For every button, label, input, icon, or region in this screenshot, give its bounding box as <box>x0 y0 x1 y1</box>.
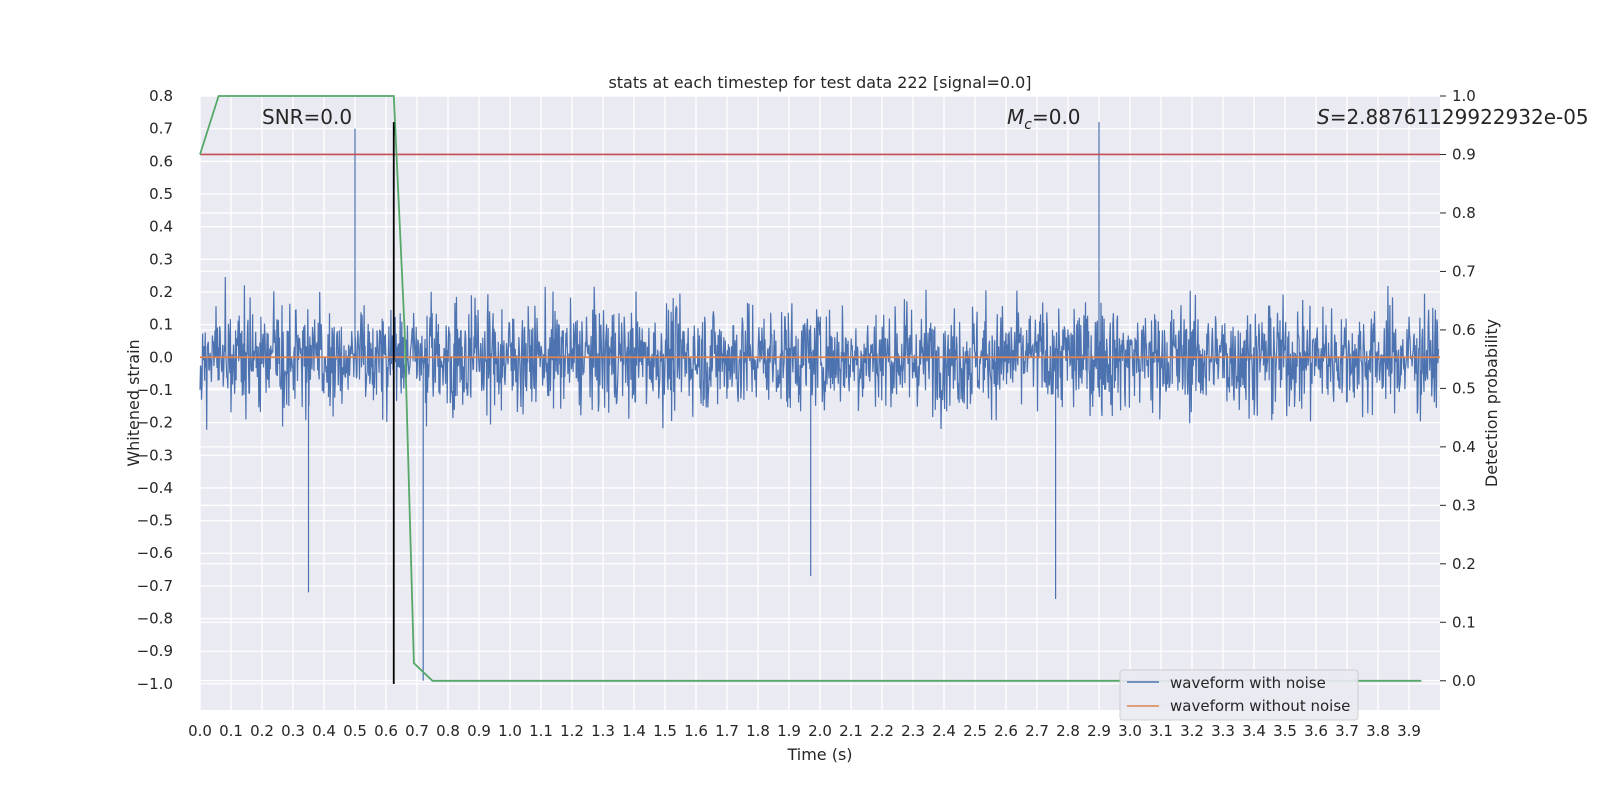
x-tick-label: 2.5 <box>963 722 987 740</box>
y-tick-label: −0.1 <box>137 381 173 399</box>
y-tick-label: 0.7 <box>149 120 173 138</box>
y2-tick-label: 0.6 <box>1452 321 1476 339</box>
y2-tick-label: 0.1 <box>1452 613 1476 631</box>
x-tick-label: 1.7 <box>715 722 739 740</box>
legend-label-clean: waveform without noise <box>1170 697 1350 715</box>
x-tick-label: 0.7 <box>405 722 429 740</box>
y2-tick-label: 0.2 <box>1452 555 1476 573</box>
legend-label-noise: waveform with noise <box>1170 674 1326 692</box>
y-tick-label: −0.8 <box>137 610 173 628</box>
x-tick-label: 3.7 <box>1335 722 1359 740</box>
x-tick-labels: 0.0 0.1 0.2 0.3 0.4 0.5 0.6 0.7 0.8 0.9 1.0 1.1 1.2 1… <box>188 722 1421 740</box>
x-tick-label: 0.0 <box>188 722 212 740</box>
y-tick-label: 0.6 <box>149 152 173 170</box>
x-tick-label: 3.2 <box>1180 722 1204 740</box>
chirp-mass-annotation: Mc=0.0 <box>1007 105 1081 133</box>
y2-tick-label: 0.8 <box>1452 204 1476 222</box>
legend: waveform with noise waveform without noi… <box>1119 669 1359 721</box>
y2-tick-labels: 1.0 0.9 0.8 0.7 0.6 0.5 0.4 0.3 0.2 0.1 0.0 <box>1452 87 1476 690</box>
x-axis-label: Time (s) <box>786 745 852 764</box>
y-tick-label: 0.5 <box>149 185 173 203</box>
y2-tick-label: 0.5 <box>1452 379 1476 397</box>
x-tick-label: 3.0 <box>1118 722 1142 740</box>
x-tick-label: 0.9 <box>467 722 491 740</box>
x-tick-label: 0.5 <box>343 722 367 740</box>
x-tick-label: 0.3 <box>281 722 305 740</box>
y-tick-label: 0.0 <box>149 348 173 366</box>
y-tick-label: 0.3 <box>149 250 173 268</box>
x-tick-label: 1.8 <box>746 722 770 740</box>
x-tick-label: 1.9 <box>777 722 801 740</box>
y2-axis-label: Detection probability <box>1482 319 1501 487</box>
x-tick-label: 3.8 <box>1366 722 1390 740</box>
x-tick-label: 2.6 <box>994 722 1018 740</box>
x-tick-label: 0.2 <box>250 722 274 740</box>
x-tick-label: 1.4 <box>622 722 646 740</box>
y-tick-label: −0.2 <box>137 414 173 432</box>
chart-title: stats at each timestep for test data 222… <box>608 73 1031 92</box>
y-tick-label: −1.0 <box>137 675 173 693</box>
x-tick-label: 3.6 <box>1304 722 1328 740</box>
y-tick-label: −0.9 <box>137 642 173 660</box>
x-tick-label: 0.4 <box>312 722 336 740</box>
x-tick-label: 1.2 <box>560 722 584 740</box>
y-tick-label: 0.4 <box>149 218 173 236</box>
x-tick-label: 2.7 <box>1025 722 1049 740</box>
x-tick-label: 3.1 <box>1149 722 1173 740</box>
x-tick-label: 2.4 <box>932 722 956 740</box>
y2-tick-label: 0.4 <box>1452 438 1476 456</box>
x-tick-label: 2.3 <box>901 722 925 740</box>
x-tick-label: 0.6 <box>374 722 398 740</box>
x-tick-label: 2.1 <box>839 722 863 740</box>
y-tick-label: −0.6 <box>137 544 173 562</box>
y-tick-label: 0.2 <box>149 283 173 301</box>
snr-annotation: SNR=0.0 <box>262 105 352 129</box>
y2-tick-label: 0.7 <box>1452 262 1476 280</box>
x-tick-label: 1.3 <box>591 722 615 740</box>
s-annotation: S=2.88761129922932e-05 <box>1317 105 1589 129</box>
x-tick-label: 3.4 <box>1242 722 1266 740</box>
noise-trace <box>199 122 1440 681</box>
y-tick-labels: 0.8 0.7 0.6 0.5 0.4 0.3 0.2 0.1 0.0 −0.1 −0.2 −0.3 −… <box>137 87 173 693</box>
y2-tick-label: 0.0 <box>1452 672 1476 690</box>
waveform-with-noise-series <box>199 122 1440 681</box>
y-tick-label: 0.1 <box>149 316 173 334</box>
detection-probability-series <box>199 95 1422 682</box>
x-tick-label: 1.1 <box>529 722 553 740</box>
y-tick-label: 0.8 <box>149 87 173 105</box>
x-tick-label: 2.8 <box>1056 722 1080 740</box>
y2-tick-label: 1.0 <box>1452 87 1476 105</box>
y2-tick-label: 0.9 <box>1452 145 1476 163</box>
y-tick-label: −0.7 <box>137 577 173 595</box>
x-tick-label: 0.1 <box>219 722 243 740</box>
x-tick-label: 3.5 <box>1273 722 1297 740</box>
y-tick-label: −0.4 <box>137 479 173 497</box>
x-tick-label: 2.2 <box>870 722 894 740</box>
x-tick-label: 1.6 <box>684 722 708 740</box>
x-tick-label: 0.8 <box>436 722 460 740</box>
y-tick-label: −0.5 <box>137 512 173 530</box>
x-tick-label: 3.9 <box>1397 722 1421 740</box>
x-tick-label: 1.0 <box>498 722 522 740</box>
y2-tick-label: 0.3 <box>1452 496 1476 514</box>
x-tick-label: 2.9 <box>1087 722 1111 740</box>
x-tick-label: 1.5 <box>653 722 677 740</box>
grid-x <box>199 96 1410 710</box>
y-tick-label: −0.3 <box>137 446 173 464</box>
x-tick-label: 2.0 <box>808 722 832 740</box>
y-axis-label: Whitened strain <box>124 339 143 466</box>
legend-box <box>1119 669 1359 721</box>
x-tick-label: 3.3 <box>1211 722 1235 740</box>
